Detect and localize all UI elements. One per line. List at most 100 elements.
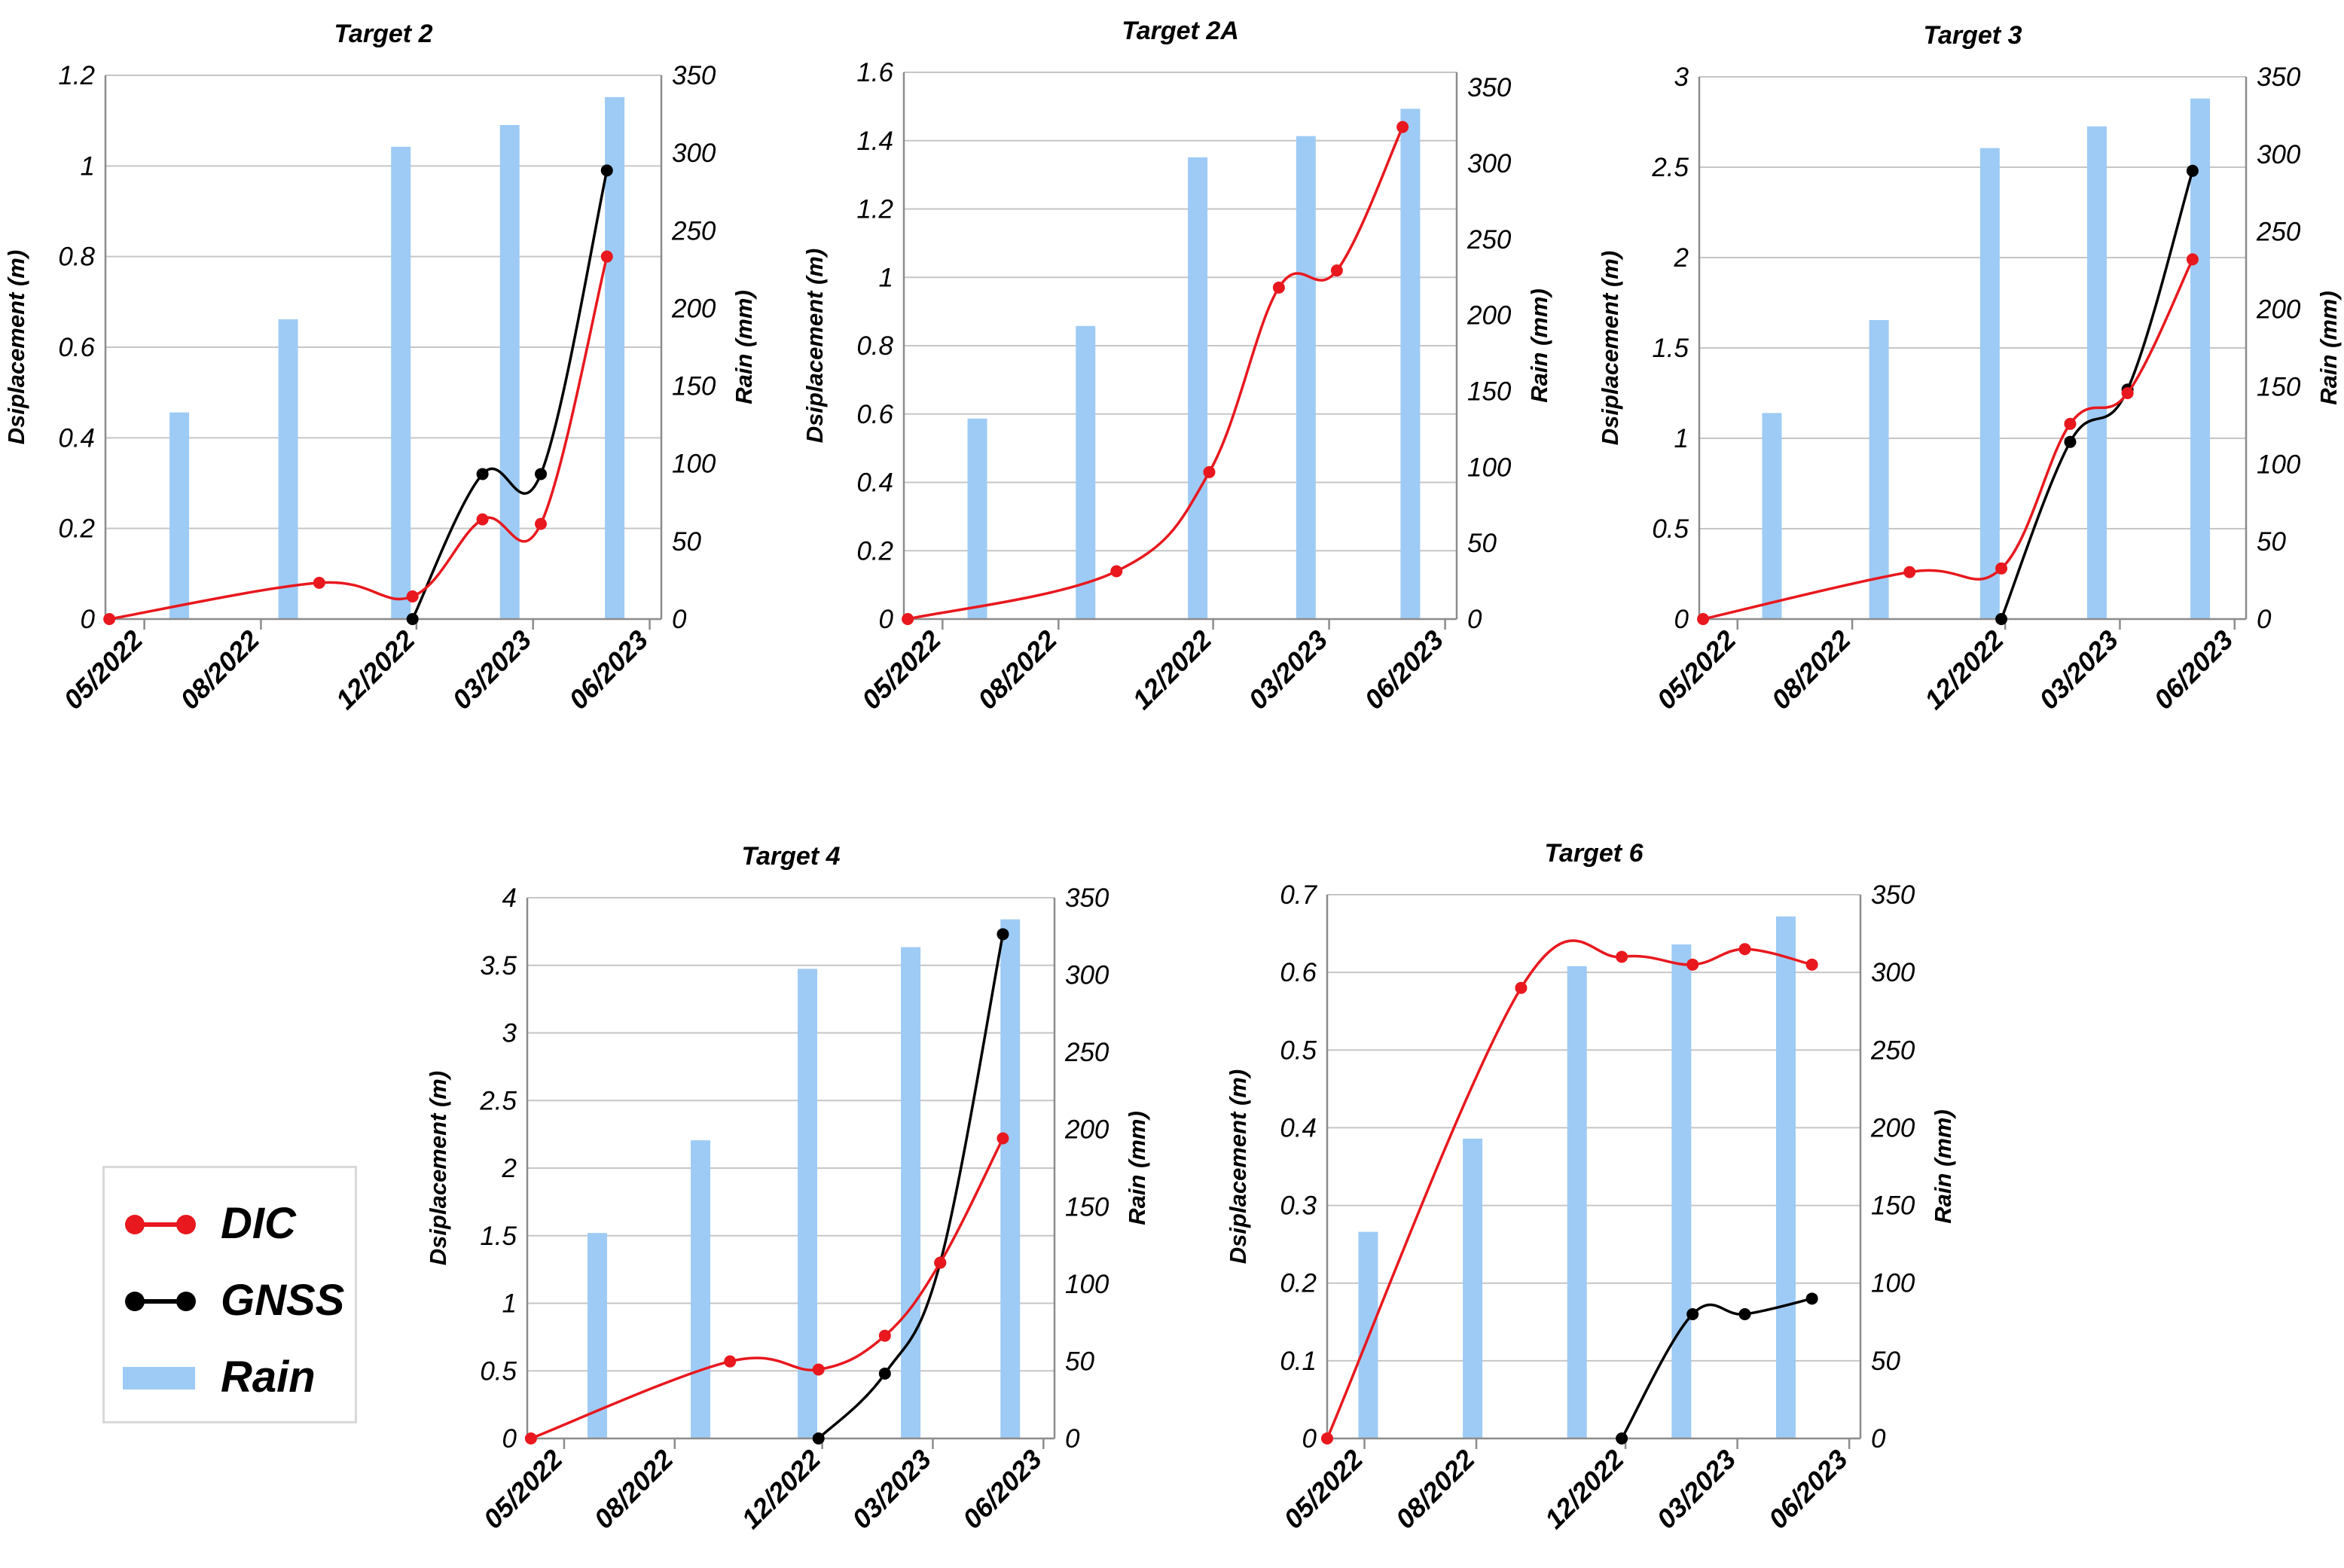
y-tick-label: 0.5: [480, 1356, 517, 1386]
gnss-point: [535, 468, 548, 480]
y-tick-label: 0: [1302, 1424, 1317, 1454]
y2-axis-title: Rain (mm): [1930, 1109, 1956, 1224]
x-tick-label: 05/2022: [856, 624, 947, 715]
y2-tick-label: 0: [672, 605, 687, 634]
x-tick-label: 12/2022: [735, 1444, 826, 1535]
y-tick-label: 4: [502, 883, 517, 913]
gnss-point: [2186, 164, 2199, 177]
gnss-line: [817, 934, 1005, 1440]
y-tick-label: 3: [1674, 63, 1689, 92]
y2-tick-label: 0: [1871, 1424, 1886, 1454]
chart-panel-5: 05/2022 08/2022 12/2022 03/2023 06/2023 0 0.1 0…: [1225, 839, 1956, 1535]
y-tick-label: 0.2: [856, 536, 893, 566]
y2-tick-label: 200: [2256, 295, 2301, 325]
dic-point: [1616, 950, 1628, 963]
dic-line: [530, 1137, 1005, 1440]
dic-point: [476, 513, 489, 526]
y-tick-label: 3: [502, 1019, 517, 1048]
y-tick-label: 1.2: [856, 195, 893, 224]
x-tick-label: 03/2023: [2033, 624, 2124, 715]
x-tick-label: 03/2023: [446, 624, 537, 715]
y2-axis-title: Rain (mm): [1124, 1111, 1150, 1225]
y2-tick-label: 200: [1870, 1113, 1915, 1142]
dic-point: [1272, 281, 1285, 294]
rain-bar: [1076, 325, 1096, 619]
dic-point: [103, 613, 116, 625]
dic-point: [1330, 264, 1343, 277]
y2-tick-label: 350: [672, 61, 716, 90]
y2-tick-label: 250: [671, 216, 716, 246]
y2-tick-label: 350: [2257, 63, 2301, 92]
rain-bar: [1671, 944, 1692, 1438]
y2-tick-label: 150: [1871, 1191, 1915, 1221]
dic-point: [1203, 465, 1216, 478]
rain-swatch-icon: [123, 1367, 195, 1390]
y-tick-label: 1: [502, 1289, 517, 1319]
y2-tick-label: 0: [1467, 605, 1482, 634]
dic-point: [1396, 120, 1409, 133]
y2-tick-label: 50: [1065, 1347, 1094, 1376]
x-tick-label: 08/2022: [588, 1444, 679, 1535]
rain-bar: [588, 1233, 608, 1438]
y2-tick-label: 300: [2257, 140, 2301, 169]
y-tick-label: 0.8: [856, 331, 893, 361]
legend-item-rain: Rain: [123, 1344, 349, 1412]
y-tick-label: 2: [502, 1154, 517, 1183]
chart-title: Target 3: [1923, 21, 2022, 50]
x-tick-label: 12/2022: [330, 624, 421, 715]
y2-tick-label: 0: [1065, 1424, 1080, 1454]
chart-title: Target 2: [334, 20, 432, 48]
dic-point: [934, 1256, 947, 1269]
chart-panel-4: 05/2022 08/2022 12/2022 03/2023 06/2023 0 0.5 1…: [425, 842, 1150, 1535]
y-tick-label: 0.1: [1280, 1347, 1317, 1376]
gnss-point: [1738, 1307, 1751, 1320]
y-tick-label: 0.4: [58, 423, 95, 453]
x-tick-label: 12/2022: [1918, 624, 2010, 715]
dic-point: [997, 1132, 1009, 1145]
y-axis-title: Dsiplacement (m): [425, 1071, 451, 1265]
y-tick-label: 1: [879, 263, 893, 292]
gnss-line: [1620, 1297, 1813, 1439]
x-tick-label: 06/2023: [1763, 1444, 1854, 1535]
y-tick-label: 2: [1674, 243, 1689, 273]
y-tick-label: 0.5: [1280, 1036, 1317, 1065]
y-tick-label: 0.7: [1280, 880, 1317, 910]
y-tick-label: 0.6: [58, 333, 95, 362]
x-tick-label: 08/2022: [1766, 624, 1857, 715]
legend-label-rain: Rain: [221, 1353, 316, 1402]
rain-bar: [1567, 966, 1587, 1438]
rain-bar: [1869, 319, 1889, 619]
legend-label-gnss: GNSS: [221, 1276, 345, 1325]
dic-point: [2064, 417, 2077, 430]
x-tick-label: 06/2023: [563, 624, 654, 715]
y-tick-label: 0.5: [1652, 514, 1689, 544]
gnss-line: [2000, 170, 2194, 620]
dic-point: [724, 1355, 737, 1368]
y2-tick-label: 100: [2257, 450, 2301, 479]
dic-point: [2186, 253, 2199, 266]
chart-title: Target 4: [741, 842, 840, 871]
gnss-point: [406, 613, 419, 625]
rain-bar: [1979, 148, 2000, 620]
dic-swatch-icon: [125, 1215, 196, 1234]
y-tick-label: 0.6: [856, 400, 893, 429]
legend-item-dic: DIC: [123, 1191, 349, 1258]
y-tick-label: 1.5: [1652, 334, 1689, 363]
y2-tick-label: 300: [672, 139, 716, 168]
rain-bar: [169, 412, 190, 619]
rain-bar: [691, 1140, 711, 1438]
chart-panel-3: 05/2022 08/2022 12/2022 03/2023 06/2023 0 0.5 1…: [1597, 21, 2342, 715]
rain-bar: [1296, 136, 1316, 619]
rain-bar: [1000, 919, 1021, 1438]
y2-tick-label: 250: [1064, 1038, 1109, 1067]
y-tick-label: 1: [81, 151, 95, 181]
rain-bar: [278, 319, 298, 619]
y2-tick-label: 150: [2257, 372, 2301, 401]
x-tick-label: 06/2023: [1358, 624, 1449, 715]
y2-tick-label: 300: [1871, 958, 1915, 987]
chart-title: Target 6: [1544, 839, 1644, 868]
y-tick-label: 0.6: [1280, 958, 1317, 987]
y2-tick-label: 300: [1065, 961, 1109, 990]
legend-item-gnss: GNSS: [123, 1268, 349, 1335]
